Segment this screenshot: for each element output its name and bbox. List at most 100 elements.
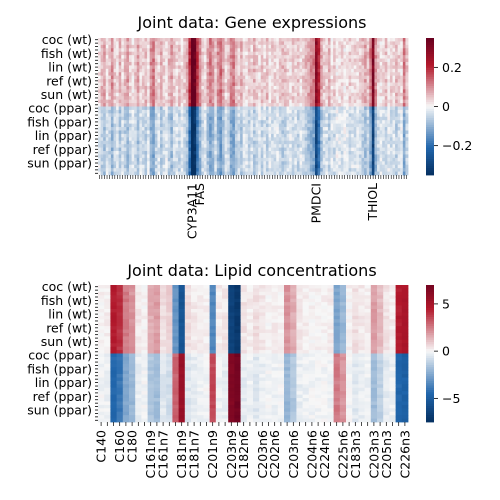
- heatmap-cell: [291, 103, 295, 107]
- heatmap-cell: [242, 85, 246, 90]
- heatmap-cell: [144, 51, 148, 56]
- heatmap-cell: [260, 44, 264, 49]
- heatmap-cell: [141, 168, 145, 172]
- heatmap-cell: [98, 38, 101, 42]
- heatmap-cell: [387, 154, 391, 159]
- heatmap-cell: [232, 154, 236, 159]
- row-label: lin (ppar): [35, 128, 92, 143]
- heatmap-cell: [219, 55, 223, 59]
- heatmap-cell: [198, 137, 202, 142]
- heatmap-cell: [387, 137, 391, 142]
- heatmap-cell: [369, 65, 373, 70]
- heatmap-cell: [374, 99, 378, 104]
- heatmap-cell: [203, 161, 207, 166]
- heatmap-cell: [389, 147, 393, 152]
- heatmap-cell: [172, 51, 176, 56]
- heatmap-cell: [358, 89, 362, 94]
- heatmap-cell: [366, 48, 370, 53]
- heatmap-cell: [229, 96, 233, 101]
- heatmap-cell: [237, 130, 241, 135]
- heatmap-cell: [136, 51, 140, 56]
- heatmap-cell: [178, 75, 182, 80]
- heatmap-cell: [325, 92, 329, 97]
- heatmap-cell: [358, 103, 362, 107]
- heatmap-cell: [250, 41, 254, 46]
- heatmap-cell: [358, 161, 362, 166]
- heatmap-cell: [141, 120, 145, 125]
- heatmap-cell: [268, 89, 272, 94]
- heatmap-cell: [198, 89, 202, 94]
- heatmap-cell: [131, 171, 135, 176]
- heatmap-cell: [377, 68, 380, 73]
- heatmap-cell: [234, 106, 238, 111]
- heatmap-cell: [247, 92, 251, 97]
- heatmap-cell: [113, 116, 117, 121]
- heatmap-cell: [358, 51, 362, 56]
- heatmap-cell: [229, 99, 233, 104]
- heatmap-cell: [108, 151, 112, 155]
- heatmap-cell: [366, 106, 370, 111]
- heatmap-cell: [211, 51, 215, 56]
- heatmap-cell: [335, 41, 339, 46]
- heatmap-cell: [175, 61, 179, 66]
- heatmap-cell: [299, 168, 303, 172]
- heatmap-cell: [232, 116, 236, 121]
- heatmap-cell: [211, 137, 215, 142]
- heatmap-cell: [160, 51, 163, 56]
- heatmap-cell: [260, 130, 264, 135]
- heatmap-cell: [327, 68, 331, 73]
- heatmap-cell: [327, 144, 331, 148]
- heatmap-cell: [286, 41, 290, 46]
- heatmap-cell: [291, 171, 295, 176]
- heatmap-cell: [98, 103, 101, 107]
- heatmap-cell: [400, 123, 404, 128]
- heatmap-cell: [160, 116, 163, 121]
- heatmap-cell: [110, 151, 114, 155]
- heatmap-cell: [358, 79, 362, 83]
- heatmap-cell: [356, 58, 360, 63]
- heatmap-cell: [304, 61, 308, 66]
- heatmap-cell: [240, 140, 244, 145]
- heatmap-cell: [149, 161, 153, 166]
- heatmap-cell: [234, 113, 238, 118]
- heatmap-cell: [340, 171, 344, 176]
- heatmap-cell: [333, 79, 337, 83]
- heatmap-cell: [260, 79, 264, 83]
- heatmap-cell: [273, 99, 277, 104]
- heatmap-cell: [273, 51, 277, 56]
- heatmap-cell: [237, 103, 241, 107]
- heatmap-cell: [335, 164, 339, 169]
- heatmap-cell: [392, 164, 396, 169]
- heatmap-cell: [268, 123, 272, 128]
- heatmap-cell: [100, 79, 104, 83]
- heatmap-cell: [149, 168, 153, 172]
- heatmap-cell: [240, 44, 244, 49]
- heatmap-cell: [317, 68, 321, 73]
- heatmap-cell: [356, 130, 360, 135]
- heatmap-cell: [263, 72, 267, 77]
- heatmap-cell: [118, 109, 122, 114]
- heatmap-cell: [346, 44, 349, 49]
- heatmap-cell: [315, 164, 318, 169]
- heatmap-cell: [405, 130, 409, 135]
- heatmap-cell: [219, 65, 223, 70]
- heatmap-cell: [103, 154, 107, 159]
- heatmap-cell: [129, 55, 132, 59]
- heatmap-cell: [191, 65, 194, 70]
- heatmap-cell: [134, 164, 138, 169]
- heatmap-cell: [255, 48, 259, 53]
- heatmap-cell: [395, 41, 399, 46]
- heatmap-cell: [162, 79, 166, 83]
- heatmap-cell: [382, 61, 386, 66]
- heatmap-cell: [245, 41, 249, 46]
- heatmap-cell: [304, 96, 308, 101]
- heatmap-cell: [100, 96, 104, 101]
- heatmap-cell: [136, 157, 140, 162]
- heatmap-cell: [222, 147, 225, 152]
- heatmap-cell: [196, 113, 200, 118]
- heatmap-cell: [131, 38, 135, 42]
- heatmap-cell: [302, 137, 306, 142]
- heatmap-cell: [315, 130, 318, 135]
- heatmap-cell: [219, 103, 223, 107]
- heatmap-cell: [157, 171, 161, 176]
